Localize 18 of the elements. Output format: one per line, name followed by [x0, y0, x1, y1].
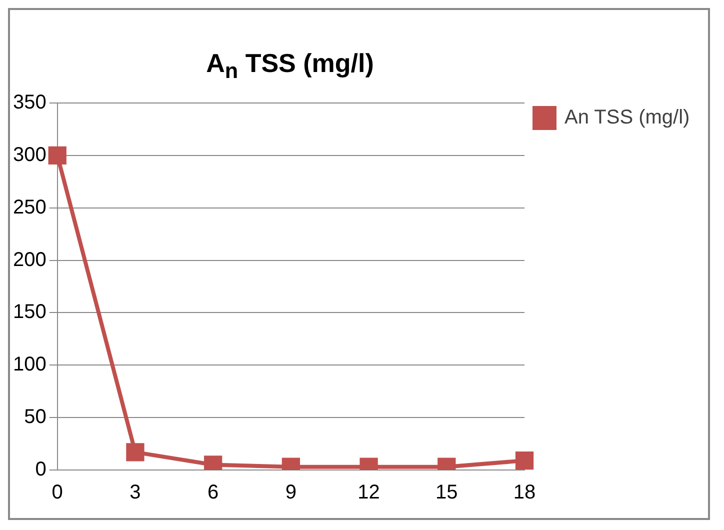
x-tick-label: 3 — [130, 482, 141, 504]
y-tick-label: 350 — [12, 92, 46, 114]
y-tick-label: 150 — [12, 301, 46, 324]
y-tick-label: 300 — [12, 144, 46, 166]
x-tick-label: 6 — [208, 482, 219, 504]
legend-label: An TSS (mg/l) — [564, 106, 690, 129]
y-tick-label: 200 — [12, 248, 46, 271]
y-tick-label: 50 — [24, 406, 46, 428]
y-tick-label: 100 — [12, 354, 46, 376]
x-tick-label: 0 — [52, 482, 63, 504]
point — [48, 146, 66, 165]
x-tick-label: 18 — [513, 482, 536, 504]
x-tick-label: 12 — [358, 482, 380, 504]
chart-title: A$_{n}$ TSS (mg/l) — [205, 48, 375, 84]
x-tick-label: 9 — [285, 482, 296, 504]
y-tick-label: 0 — [35, 458, 46, 481]
y-tick-label: 250 — [12, 196, 46, 219]
x-tick-label: 15 — [436, 482, 458, 504]
